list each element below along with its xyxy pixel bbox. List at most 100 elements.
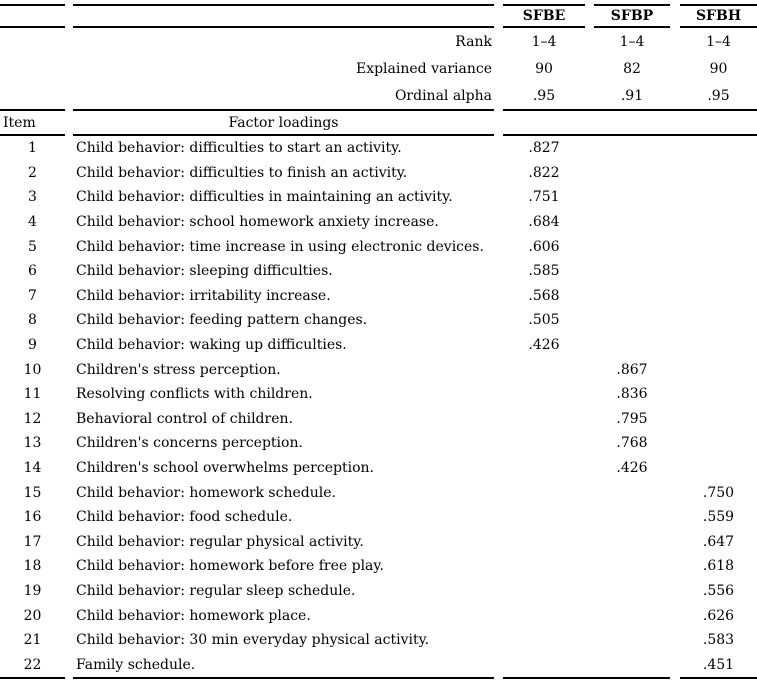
rule-segment <box>503 677 670 680</box>
item-description: Child behavior: time increase in using e… <box>76 238 484 255</box>
item-number: 4 <box>28 214 37 231</box>
column-header-sfbe: SFBE <box>522 8 566 24</box>
rule-segment <box>503 4 585 6</box>
rule-segment <box>503 109 757 111</box>
summary-value-sfbh: 90 <box>709 60 728 77</box>
item-number: 14 <box>23 460 42 477</box>
table-row: 6 Child behavior: sleeping difficulties.… <box>0 259 757 284</box>
rule-segment <box>503 134 757 136</box>
summary-label: Explained variance <box>355 60 492 77</box>
item-description: Children's school overwhelms perception. <box>76 460 374 477</box>
rule-segment <box>0 134 65 136</box>
rule-segment <box>680 677 757 680</box>
item-number: 5 <box>28 238 37 255</box>
loading-sfbh: .618 <box>702 558 735 575</box>
table-row: 14 Children's school overwhelms percepti… <box>0 456 757 481</box>
item-description: Children's concerns perception. <box>76 435 303 452</box>
summary-value-sfbp: 82 <box>623 60 641 77</box>
summary-section: Rank 1–4 1–4 1–4 Explained variance 90 8… <box>0 28 757 109</box>
summary-label: Rank <box>455 33 492 50</box>
item-number: 8 <box>28 312 37 329</box>
factor-loadings-header: Factor loadings <box>228 114 339 131</box>
rule-segment <box>73 26 494 28</box>
loading-sfbp: .836 <box>616 386 648 403</box>
rule-above-section <box>0 109 757 111</box>
summary-value-sfbp: 1–4 <box>619 33 645 50</box>
rule-segment <box>73 134 494 136</box>
table-row: 16 Child behavior: food schedule. .559 <box>0 505 757 530</box>
item-number: 12 <box>23 410 42 427</box>
loading-sfbp: .867 <box>616 361 648 378</box>
loading-sfbe: .606 <box>528 238 560 255</box>
item-number: 15 <box>23 484 42 501</box>
table-row: 17 Child behavior: regular physical acti… <box>0 530 757 555</box>
summary-row: Explained variance 90 82 90 <box>0 55 757 82</box>
item-description: Child behavior: difficulties to finish a… <box>76 164 408 181</box>
rule-segment <box>73 677 494 680</box>
summary-value-sfbe: 90 <box>535 60 553 77</box>
loading-sfbh: .647 <box>702 533 735 550</box>
table-row: 12 Behavioral control of children. .795 <box>0 407 757 432</box>
summary-row: Ordinal alpha .95 .91 .95 <box>0 82 757 109</box>
summary-label: Ordinal alpha <box>394 87 492 104</box>
rule-under-headers <box>0 26 757 28</box>
item-description: Child behavior: 30 min everyday physical… <box>76 632 430 649</box>
rule-segment <box>0 109 65 111</box>
table-row: 19 Child behavior: regular sleep schedul… <box>0 579 757 604</box>
item-number: 20 <box>23 607 42 624</box>
item-number: 19 <box>23 582 42 599</box>
item-description: Child behavior: homework before free pla… <box>76 558 384 575</box>
table-row: 7 Child behavior: irritability increase.… <box>0 284 757 309</box>
item-number: 3 <box>28 189 37 206</box>
item-description: Child behavior: homework schedule. <box>76 484 336 501</box>
table-row: 2 Child behavior: difficulties to finish… <box>0 161 757 186</box>
loading-sfbe: .827 <box>528 140 560 157</box>
table-row: 13 Children's concerns perception. .768 <box>0 431 757 456</box>
item-description: Child behavior: school homework anxiety … <box>76 214 439 231</box>
table-row: 20 Child behavior: homework place. .626 <box>0 603 757 628</box>
summary-row: Rank 1–4 1–4 1–4 <box>0 28 757 55</box>
table-row: 10 Children's stress perception. .867 <box>0 357 757 382</box>
loading-sfbh: .451 <box>702 656 735 673</box>
column-header-row: SFBE SFBP SFBH <box>0 6 757 26</box>
item-number: 22 <box>23 656 42 673</box>
loading-sfbe: .505 <box>528 312 560 329</box>
item-description: Child behavior: regular physical activit… <box>76 533 364 550</box>
item-number: 9 <box>28 337 37 354</box>
item-number: 7 <box>28 287 37 304</box>
item-description: Child behavior: difficulties to start an… <box>76 140 402 157</box>
item-number: 13 <box>23 435 42 452</box>
item-number: 18 <box>23 558 42 575</box>
table-row: 15 Child behavior: homework schedule. .7… <box>0 480 757 505</box>
rule-below-section <box>0 134 757 136</box>
item-number: 17 <box>23 533 42 550</box>
item-number: 16 <box>23 509 42 526</box>
table-row: 5 Child behavior: time increase in using… <box>0 234 757 259</box>
rule-segment <box>594 26 670 28</box>
item-column-header: Item <box>3 114 36 131</box>
rule-segment <box>73 4 494 6</box>
summary-value-sfbp: .91 <box>620 87 644 104</box>
loading-sfbh: .583 <box>702 632 735 649</box>
item-description: Child behavior: sleeping difficulties. <box>76 263 333 280</box>
item-number: 6 <box>28 263 37 280</box>
rule-segment <box>680 26 757 28</box>
item-description: Child behavior: irritability increase. <box>76 287 331 304</box>
rule-segment <box>503 26 585 28</box>
table-row: 8 Child behavior: feeding pattern change… <box>0 308 757 333</box>
item-description: Child behavior: difficulties in maintain… <box>76 189 453 206</box>
summary-value-sfbh: 1–4 <box>706 33 731 50</box>
item-number: 11 <box>23 386 42 403</box>
summary-value-sfbe: .95 <box>532 87 556 104</box>
item-number: 21 <box>23 632 42 649</box>
column-header-sfbp: SFBP <box>610 8 654 24</box>
rule-segment <box>0 4 65 6</box>
item-description: Child behavior: food schedule. <box>76 509 293 526</box>
item-description: Behavioral control of children. <box>76 410 293 427</box>
item-number: 1 <box>28 140 37 157</box>
loading-sfbe: .822 <box>528 164 560 181</box>
table-row: 9 Child behavior: waking up difficulties… <box>0 333 757 358</box>
loading-sfbh: .626 <box>702 607 735 624</box>
rule-bottom <box>0 677 757 680</box>
summary-value-sfbe: 1–4 <box>531 33 557 50</box>
